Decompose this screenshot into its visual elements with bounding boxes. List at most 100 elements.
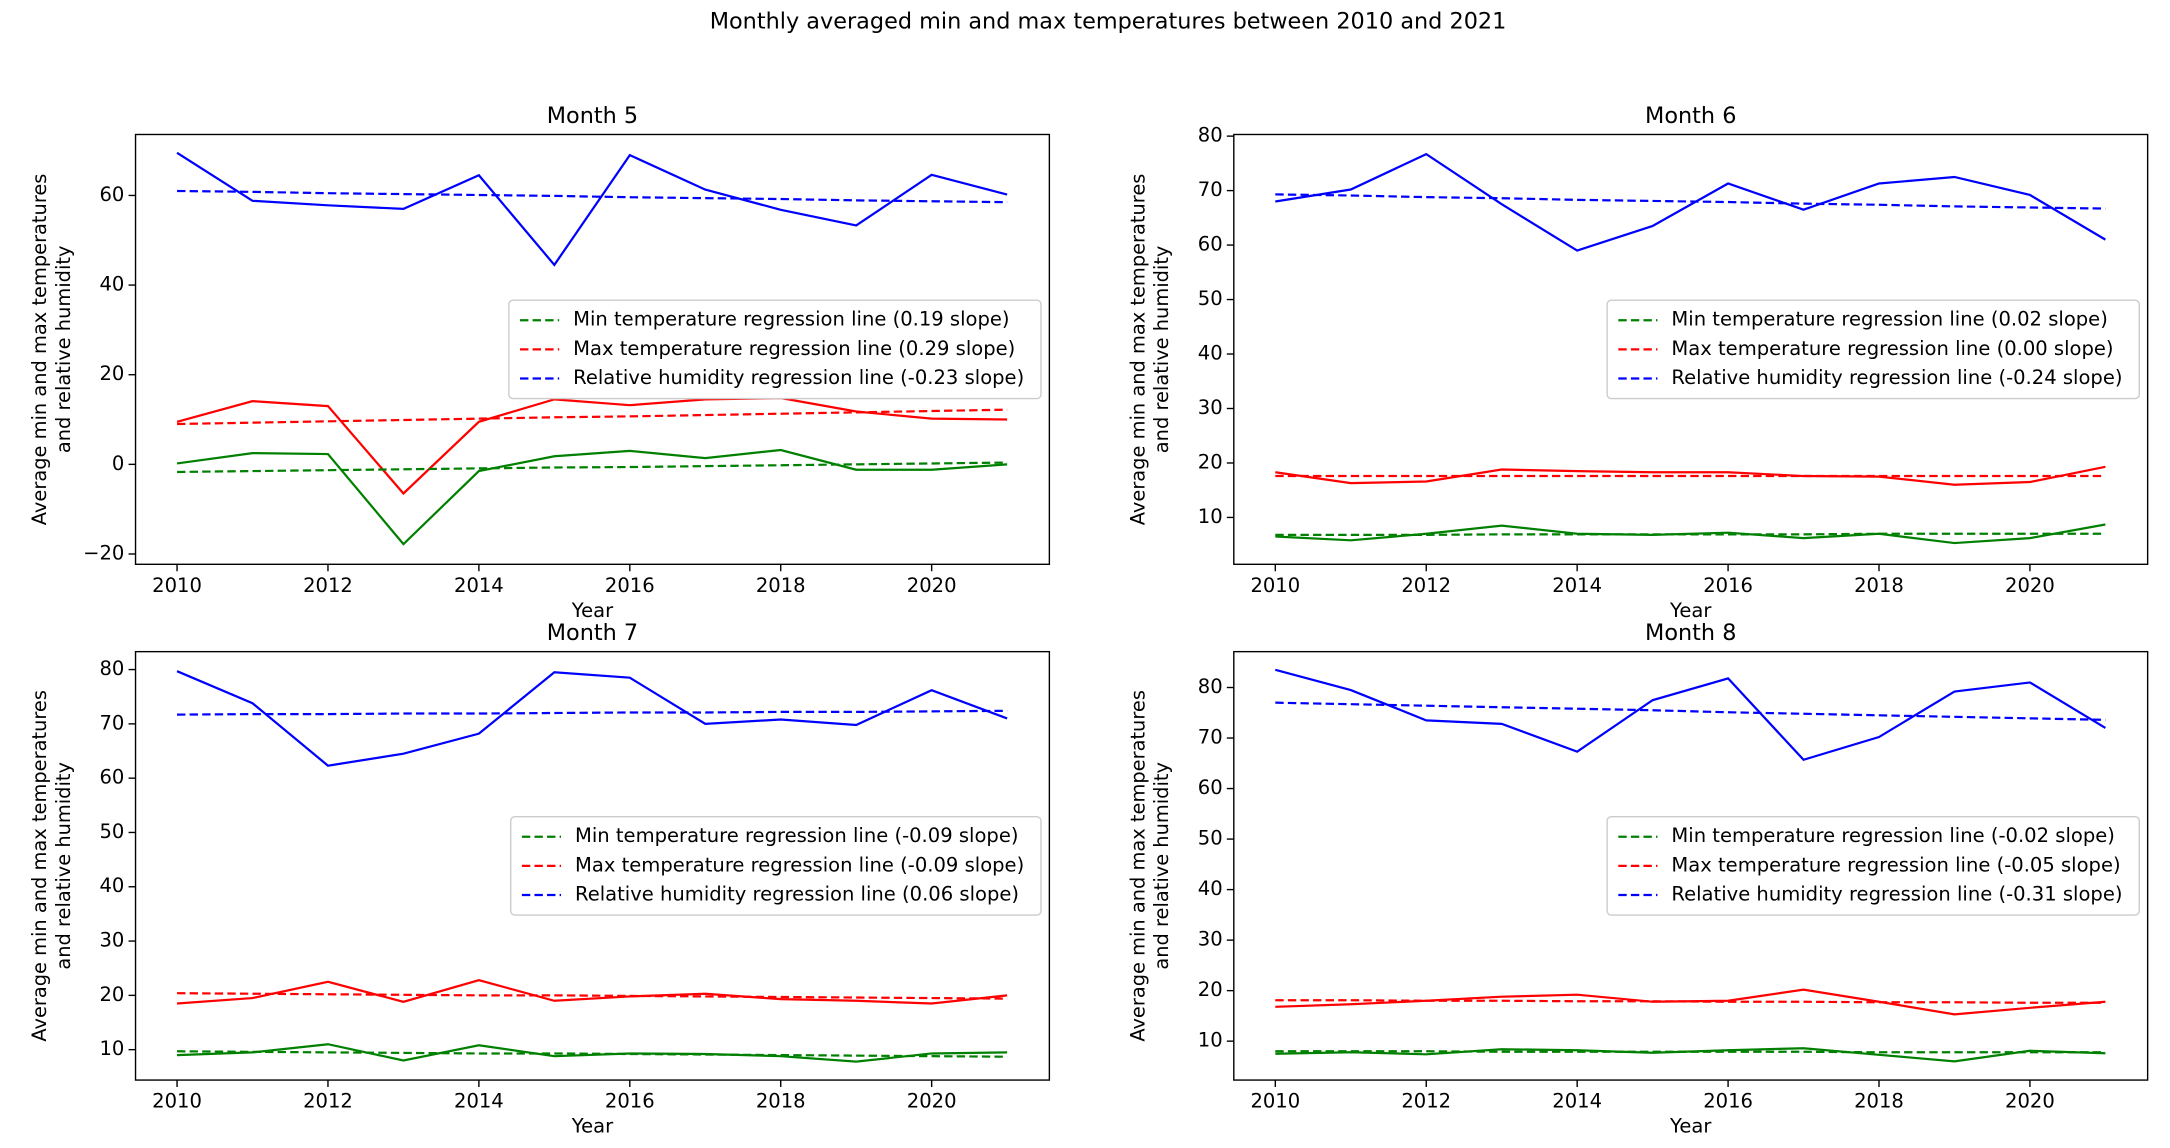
y-tick-label: 20 [99,983,124,1006]
chart-title: Month 7 [547,620,638,646]
legend: Min temperature regression line (0.02 sl… [1606,299,2140,400]
y-axis-label: and relative humidity [1150,762,1173,970]
y-tick-label: 50 [1198,827,1223,850]
series-line [177,461,1008,474]
x-tick-label: 2012 [303,1090,353,1113]
x-tick-label: 2018 [1854,1090,1904,1113]
legend-label: Max temperature regression line (0.29 sl… [573,337,1015,360]
legend: Min temperature regression line (-0.02 s… [1606,815,2140,916]
y-tick-label: 10 [1198,1029,1223,1052]
plot-frame [134,650,1051,1081]
y-tick-label: 70 [99,711,124,734]
series-line [1275,465,2106,486]
x-tick-label: 2010 [152,1090,202,1113]
y-tick-label: 0 [112,452,124,475]
x-axis-label: Year [1669,599,1711,622]
legend: Min temperature regression line (0.19 sl… [508,299,1042,400]
legend-label: Relative humidity regression line (-0.31… [1671,883,2122,906]
y-tick-label: 60 [1198,776,1223,799]
legend-label: Relative humidity regression line (-0.23… [573,366,1024,389]
x-tick-label: 2016 [605,574,655,597]
y-tick-label: 40 [1198,342,1223,365]
y-tick-label: 60 [99,183,124,206]
y-axis-label: Average min and max temperatures [28,690,51,1042]
legend-label: Min temperature regression line (0.19 sl… [573,308,1009,331]
x-tick-label: 2010 [152,574,202,597]
x-tick-label: 2010 [1250,574,1300,597]
y-tick-label: 60 [99,766,124,789]
series-line [177,1050,1008,1058]
x-tick-label: 2014 [1552,1090,1602,1113]
y-tick-label: 40 [99,874,124,897]
legend-label: Min temperature regression line (0.02 sl… [1671,308,2107,331]
series-line [176,151,1008,267]
y-tick-label: −20 [83,542,124,565]
y-axis-label: and relative humidity [52,246,75,454]
y-tick-label: 50 [99,820,124,843]
x-tick-label: 2014 [1552,574,1602,597]
series-line [1275,532,2106,536]
chart-title: Month 8 [1645,620,1736,646]
legend-box [510,815,1042,916]
plot-frame [1233,650,2149,1081]
y-tick-label: 60 [1198,233,1223,256]
y-tick-label: 30 [99,929,124,952]
x-tick-label: 2018 [1854,574,1904,597]
plot-frame [1233,133,2149,565]
x-tick-label: 2014 [454,1090,504,1113]
x-tick-label: 2016 [1703,1090,1753,1113]
y-axis-label: Average min and max temperatures [1126,690,1149,1042]
y-tick-label: 80 [1198,124,1223,147]
legend-label: Max temperature regression line (-0.09 s… [575,853,1024,876]
series-line [176,978,1008,1005]
x-tick-label: 2012 [1401,1090,1451,1113]
y-tick-label: 40 [99,273,124,296]
x-axis-label: Year [1669,1115,1711,1138]
y-axis-label: Average min and max temperatures [1126,174,1149,526]
series-line [177,992,1008,1000]
x-tick-label: 2018 [756,1090,806,1113]
y-tick-label: 30 [1198,928,1223,951]
series-line [177,709,1008,716]
x-tick-label: 2020 [2005,574,2055,597]
series-line [1275,999,2106,1004]
series-line [177,408,1008,426]
x-axis-label: Year [571,599,613,622]
x-tick-label: 2020 [907,574,957,597]
series-line [176,448,1008,546]
plot-frame [134,133,1051,565]
legend-label: Min temperature regression line (-0.02 s… [1671,824,2114,847]
y-tick-label: 70 [1198,178,1223,201]
series-line [176,670,1008,767]
y-tick-label: 70 [1198,726,1223,749]
y-axis-label: and relative humidity [52,762,75,970]
x-tick-label: 2016 [1703,574,1753,597]
y-tick-label: 40 [1198,877,1223,900]
x-tick-label: 2018 [756,574,806,597]
y-axis-label: Average min and max temperatures [28,174,51,526]
legend-label: Relative humidity regression line (0.06 … [575,883,1019,906]
legend-box [1606,815,2140,916]
y-tick-label: 20 [99,362,124,385]
legend-box [508,299,1042,400]
chart-title: Month 6 [1645,103,1736,129]
x-tick-label: 2020 [2005,1090,2055,1113]
y-tick-label: 30 [1198,396,1223,419]
x-tick-label: 2014 [454,574,504,597]
y-axis-label: and relative humidity [1150,246,1173,454]
series-line [1275,1050,2106,1054]
legend-box [1606,299,2140,400]
y-tick-label: 10 [99,1037,124,1060]
legend: Min temperature regression line (-0.09 s… [510,815,1042,916]
y-tick-label: 50 [1198,287,1223,310]
series-line [1275,668,2106,762]
x-tick-label: 2012 [1401,574,1451,597]
series-line [1275,152,2106,252]
chart-title: Month 5 [547,103,638,129]
legend-label: Relative humidity regression line (-0.24… [1671,366,2122,389]
figure-title: Monthly averaged min and max temperature… [710,9,1507,35]
y-tick-label: 10 [1198,505,1223,528]
legend-label: Min temperature regression line (-0.09 s… [575,824,1018,847]
